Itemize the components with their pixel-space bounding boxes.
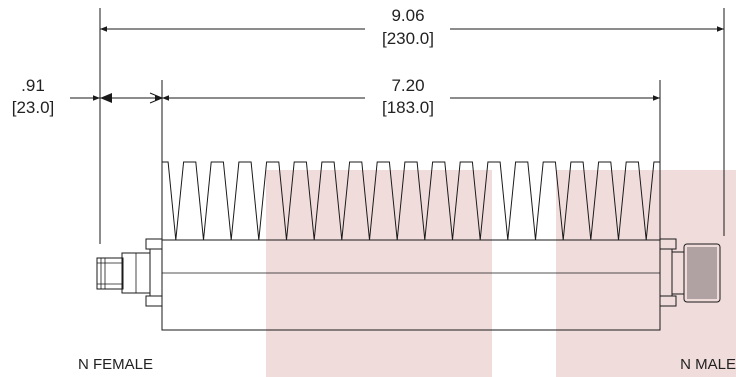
dimension-connector-inch: .91 (21, 76, 45, 95)
connector-label-left: N FEMALE (78, 356, 153, 373)
dimension-overall-mm: [230.0] (382, 29, 434, 48)
dimension-body-inch: 7.20 (391, 76, 424, 95)
dimension-connector: .91 [23.0] (12, 76, 164, 117)
dimension-body-mm: [183.0] (382, 98, 434, 117)
dimension-overall-inch: 9.06 (391, 6, 424, 25)
watermark-block-left (266, 170, 492, 377)
dimension-overall: 9.06 [230.0] (100, 6, 724, 48)
connector-n-male (671, 243, 721, 303)
dimension-body: 7.20 [183.0] (162, 76, 660, 117)
watermark-block-right (556, 170, 736, 377)
flange-left (145, 238, 163, 307)
connector-n-female (96, 252, 151, 294)
dimension-connector-mm: [23.0] (12, 98, 55, 117)
connector-label-right: N MALE (680, 356, 736, 373)
